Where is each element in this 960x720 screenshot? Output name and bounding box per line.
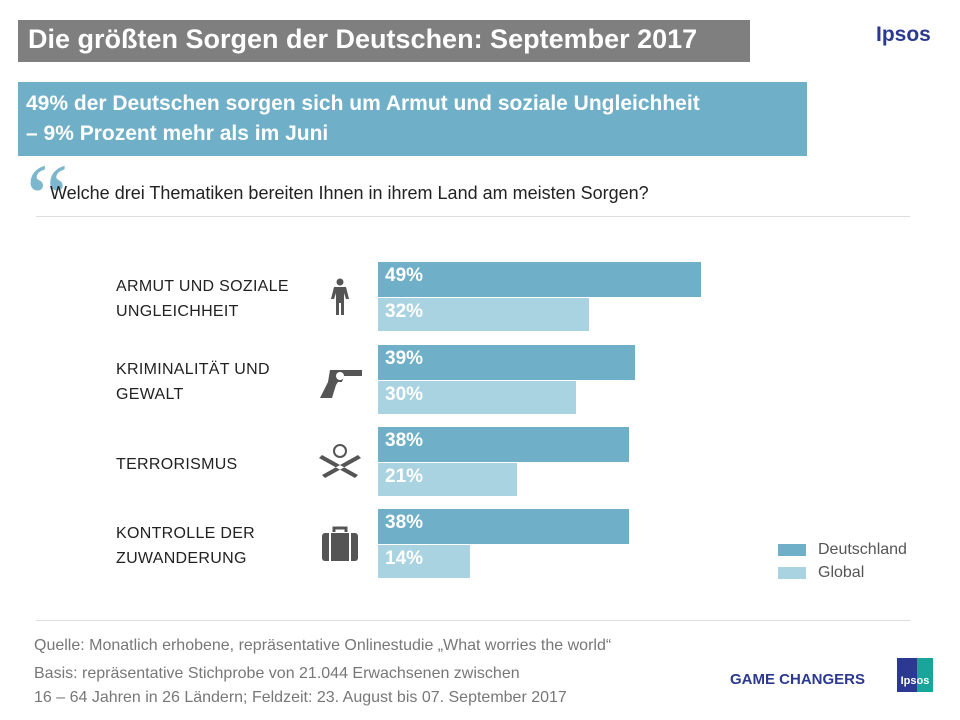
category-label-line: KRIMINALITÄT UND	[116, 361, 270, 378]
category-label: KRIMINALITÄT UND GEWALT	[116, 357, 270, 407]
data-label: 32%	[385, 301, 424, 322]
category-label: KONTROLLE DER ZUWANDERUNG	[116, 521, 255, 571]
data-label: 39%	[385, 348, 424, 369]
category-label-line: ZUWANDERUNG	[116, 550, 247, 567]
category-label-line: ARMUT UND SOZIALE	[116, 278, 289, 295]
ipsos-logo: Ipsos	[876, 23, 931, 46]
terrorist-rifles-icon	[316, 442, 364, 482]
survey-question: Welche drei Thematiken bereiten Ihnen in…	[50, 183, 649, 203]
category-label: TERRORISMUS	[116, 452, 238, 477]
data-label: 30%	[385, 384, 424, 405]
divider	[36, 216, 910, 217]
ipsos-footer-logo: Ipsos	[897, 658, 933, 692]
game-changers-tagline: GAME CHANGERS	[730, 671, 866, 688]
quote-icon: “	[26, 144, 69, 251]
page-title: Die größten Sorgen der Deutschen: Septem…	[18, 20, 750, 62]
legend-item-deutschland: Deutschland	[778, 541, 907, 559]
person-icon	[316, 277, 364, 317]
headline-line2: – 9% Prozent mehr als im Juni	[26, 122, 329, 145]
basis-note-2: 16 – 64 Jahren in 26 Ländern; Feldzeit: …	[34, 689, 567, 706]
legend-swatch	[778, 566, 806, 579]
data-label: 21%	[385, 466, 424, 487]
legend-item-global: Global	[778, 564, 864, 582]
suitcase-icon	[316, 524, 364, 564]
bar-deutschland: 38%	[378, 509, 629, 544]
bar-deutschland: 49%	[378, 262, 702, 297]
basis-note-1: Basis: repräsentative Stichprobe von 21.…	[34, 665, 520, 682]
category-label-line: UNGLEICHHEIT	[116, 303, 239, 320]
bar-global: 30%	[378, 381, 576, 414]
bar-global: 32%	[378, 298, 590, 331]
bar-deutschland: 38%	[378, 427, 629, 462]
headline-line1: 49% der Deutschen sorgen sich um Armut u…	[26, 92, 700, 115]
category-label: ARMUT UND SOZIALE UNGLEICHHEIT	[116, 274, 289, 324]
data-label: 38%	[385, 512, 424, 533]
category-label-line: KONTROLLE DER	[116, 525, 256, 542]
bar-global: 14%	[378, 545, 471, 578]
data-label: 38%	[385, 430, 424, 451]
legend-label: Deutschland	[818, 541, 907, 558]
bar-global: 21%	[378, 463, 517, 496]
source-note: Quelle: Monatlich erhobene, repräsentati…	[34, 637, 612, 654]
bar-deutschland: 39%	[378, 345, 636, 380]
category-label-line: TERRORISMUS	[116, 456, 238, 473]
data-label: 49%	[385, 265, 424, 286]
revolver-icon	[316, 360, 364, 400]
category-label-line: GEWALT	[116, 386, 184, 403]
legend-label: Global	[818, 564, 865, 581]
data-label: 14%	[385, 548, 424, 569]
legend-swatch	[778, 543, 806, 556]
headline-box: 49% der Deutschen sorgen sich um Armut u…	[18, 82, 807, 156]
divider	[36, 620, 910, 621]
